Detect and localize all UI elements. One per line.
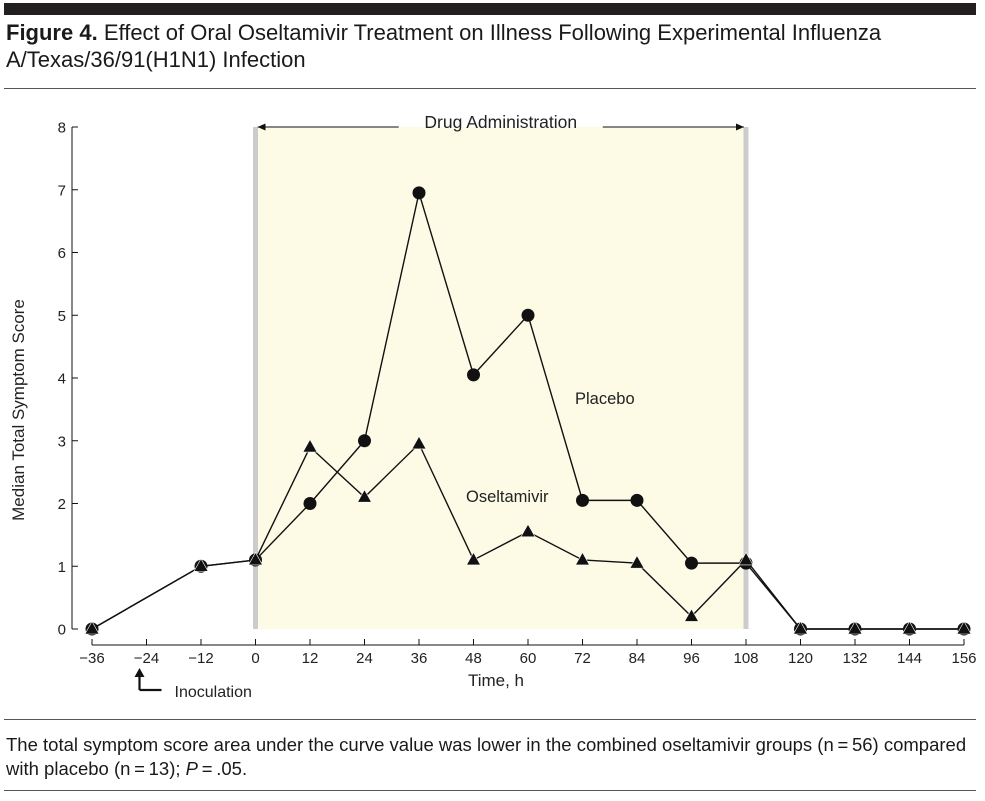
drug-administration-label: Drug Administration [424, 112, 577, 132]
placebo-point [576, 493, 589, 507]
figure-title-text: Effect of Oral Oseltamivir Treatment on … [6, 20, 882, 72]
placebo-point [521, 308, 535, 322]
title-rule [4, 88, 976, 89]
oseltamivir-point [520, 523, 536, 538]
oseltamivir-point [84, 620, 100, 635]
drug-administration-region [255, 127, 746, 629]
x-tick-label: −36 [79, 650, 104, 667]
y-tick-label: 1 [58, 559, 66, 576]
oseltamivir-series-label: Oseltamivir [466, 488, 549, 506]
figure-label: Figure 4. [6, 20, 98, 45]
region-arrow-left-head [257, 123, 266, 131]
caption-top-rule [4, 719, 976, 720]
x-tick-label: 132 [842, 650, 867, 667]
x-tick-label: 96 [683, 650, 700, 667]
x-tick-label: 36 [411, 650, 428, 667]
oseltamivir-point [956, 620, 972, 635]
placebo-point [412, 186, 426, 200]
x-tick-label: 12 [302, 650, 319, 667]
caption-text: The total symptom score area under the c… [6, 734, 967, 779]
y-tick-label: 3 [58, 433, 66, 450]
placebo-point [467, 368, 480, 382]
oseltamivir-point [847, 620, 863, 635]
placebo-series-label: Placebo [575, 390, 635, 408]
x-tick-label: 48 [465, 650, 482, 667]
x-tick-label: 156 [951, 650, 976, 667]
inoculation-arrow-head [134, 668, 145, 677]
x-tick-label: 108 [733, 650, 758, 667]
oseltamivir-point [193, 558, 209, 572]
oseltamivir-point [901, 620, 918, 635]
caption-p-value: = .05. [198, 758, 248, 779]
x-tick-label: 0 [251, 650, 259, 667]
placebo-point [630, 493, 644, 507]
y-tick-label: 7 [58, 182, 66, 199]
x-tick-label: 84 [629, 650, 646, 667]
placebo-point [685, 556, 698, 570]
figure-title: Figure 4. Effect of Oral Oseltamivir Tre… [6, 19, 966, 73]
caption-p-symbol: P [185, 758, 199, 779]
y-tick-label: 6 [58, 245, 66, 262]
oseltamivir-point [629, 554, 645, 569]
oseltamivir-point [356, 489, 373, 503]
top-color-bar [4, 3, 976, 15]
x-axis-label: Time, h [468, 671, 524, 690]
oseltamivir-point [302, 438, 318, 453]
inoculation-label: Inoculation [175, 684, 252, 701]
oseltamivir-point [738, 551, 754, 566]
oseltamivir-point [465, 551, 482, 566]
y-tick-label: 4 [58, 371, 66, 388]
y-tick-label: 5 [58, 308, 66, 325]
y-tick-label: 8 [58, 120, 66, 137]
y-axis-label: Median Total Symptom Score [9, 299, 28, 521]
figure-caption: The total symptom score area under the c… [6, 733, 974, 781]
series-line-oseltamivir [91, 442, 964, 630]
region-start-bar [253, 127, 258, 629]
y-tick-label: 2 [58, 496, 66, 513]
x-tick-label: 144 [897, 650, 922, 667]
y-tick-label: 0 [58, 622, 66, 639]
placebo-point [358, 434, 371, 448]
x-tick-label: 60 [520, 650, 537, 667]
oseltamivir-point [792, 620, 809, 635]
region-arrow-right-head [736, 123, 744, 131]
x-tick-label: 120 [788, 650, 813, 667]
placebo-point [303, 497, 317, 510]
oseltamivir-point [411, 435, 427, 450]
x-tick-label: −12 [188, 650, 213, 667]
x-tick-label: 24 [356, 650, 373, 667]
oseltamivir-point [574, 551, 591, 566]
oseltamivir-point [247, 551, 264, 566]
oseltamivir-point [683, 608, 700, 622]
region-end-bar [743, 127, 749, 629]
caption-bottom-rule [4, 790, 976, 791]
x-tick-label: 72 [574, 650, 591, 667]
x-tick-label: −24 [134, 650, 159, 667]
